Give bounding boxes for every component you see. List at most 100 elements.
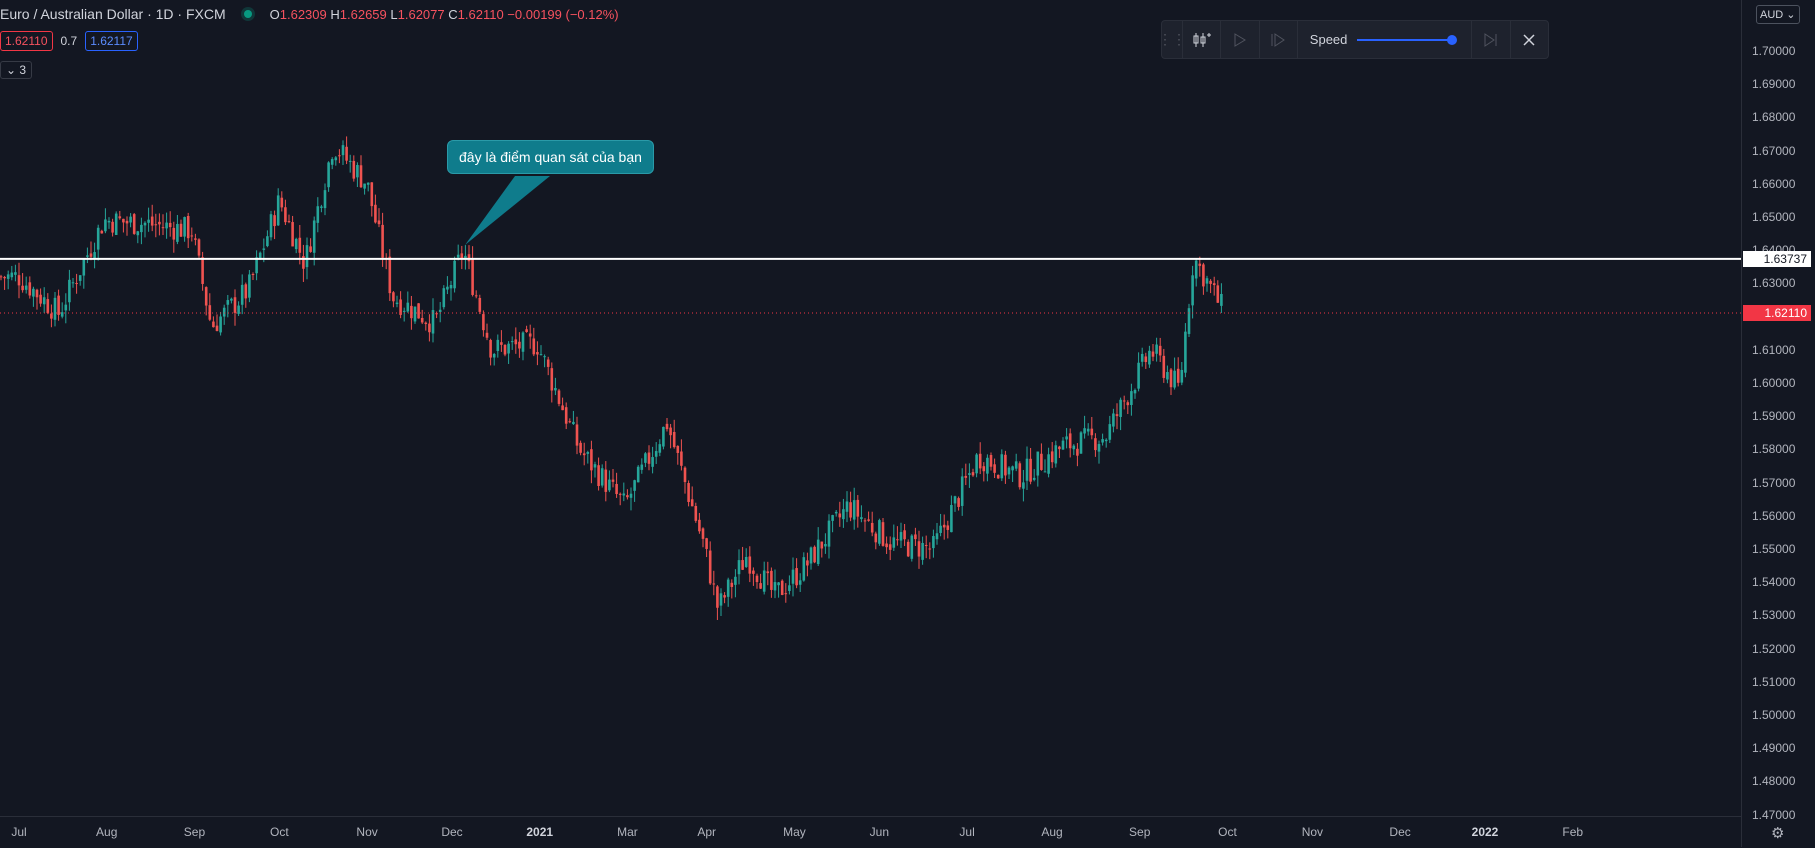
candle-body [1220,293,1223,306]
candle-body [1097,444,1101,452]
annotation-callout[interactable]: đây là điểm quan sát của bạn [447,140,654,174]
candle-body [680,451,683,466]
candle-body [676,445,680,453]
candle-body [104,219,107,232]
candle-body [1079,432,1083,454]
candle-body [1169,369,1173,388]
candle-body [1115,414,1119,417]
candle-body [471,259,474,295]
candle-body [654,451,658,457]
candle-body [982,466,986,472]
price-tick: 1.66000 [1752,176,1796,191]
candle-body [1018,463,1022,488]
candle-body [744,556,748,567]
jump-to-realtime-button[interactable] [1471,21,1511,58]
candle-body [640,464,644,470]
candle-body [64,304,68,311]
candle-body [132,214,136,234]
time-tick: Mar [617,825,638,839]
indicators-toggle[interactable]: ⌄ 3 [0,61,33,79]
close-value: 1.62110 [457,6,504,22]
candle-body [1058,446,1061,450]
price-tick: 1.63000 [1752,276,1796,291]
candle-body [788,585,791,591]
open-value: 1.62309 [279,6,327,22]
candle-body [845,501,849,512]
candle-body [698,519,701,532]
candle-body [737,560,741,575]
price-tick: 1.69000 [1752,77,1796,92]
candle-body [1011,466,1014,471]
candle-body [575,424,579,446]
candle-body [1162,355,1166,378]
candle-body [114,213,118,235]
candle-body [478,297,482,312]
play-button[interactable] [1221,21,1260,58]
drag-handle-icon[interactable]: ⋮⋮ [1158,21,1186,58]
candlestick-chart[interactable] [0,0,1741,816]
candle-body [935,533,939,540]
candle-body [165,222,168,229]
ask-price[interactable]: 1.62117 [85,31,138,51]
candle-body [896,539,899,541]
bid-price[interactable]: 1.62110 [0,31,53,51]
candle-body [539,354,543,356]
candle-body [248,274,251,298]
candle-body [1040,453,1043,470]
speed-slider-knob[interactable] [1447,34,1458,45]
candle-body [1216,285,1220,303]
candle-body [806,560,809,566]
gear-icon[interactable]: ⚙ [1771,825,1785,842]
candle-body [489,339,492,358]
select-bar-button[interactable] [1183,21,1222,58]
time-tick: May [783,825,806,839]
candle-body [521,332,525,352]
candle-body [1000,454,1004,479]
candle-body [518,341,521,349]
candle-body [338,155,341,157]
candle-body [780,580,784,595]
candle-body [892,537,896,548]
currency-selector[interactable]: AUD ⌄ [1756,5,1800,24]
price-axis[interactable]: 1.70000 1.69000 1.68000 1.67000 1.66000 1.650… [1741,0,1815,847]
close-replay-button[interactable] [1511,21,1548,58]
candle-body [496,339,500,351]
candle-body [932,536,935,549]
candle-body [1076,448,1079,456]
step-forward-button[interactable] [1260,21,1298,58]
candle-body [129,216,132,223]
candle-body [226,300,230,305]
callout-pointer [465,176,550,245]
speed-slider[interactable] [1357,34,1458,45]
candle-body [514,339,518,345]
candle-body [356,164,359,178]
candle-body [1184,331,1187,373]
candle-body [78,275,82,281]
candle-body [834,511,838,514]
candle-body [280,197,284,208]
candle-body [1047,454,1050,474]
candle-body [820,541,824,549]
candle-body [492,353,496,358]
candle-body [838,513,842,518]
close-label: C [448,6,458,22]
symbol-title[interactable]: Euro / Australian Dollar · 1D · FXCM [0,6,226,22]
candle-body [1025,458,1029,481]
candle-body [1137,362,1140,389]
candle-body [3,276,6,279]
candle-body [1176,368,1180,383]
currency-label: AUD [1760,9,1784,21]
candle-body [975,454,978,474]
candle-body [1043,471,1047,473]
candle-body [1054,445,1058,464]
candle-body [723,595,726,598]
candle-body [964,475,968,478]
candle-body [503,344,507,355]
candle-body [374,204,377,223]
time-axis[interactable]: Jul Aug Sep Oct Nov Dec 2021 Mar Apr May Jun Jul Aug… [0,816,1741,848]
candle-body [75,283,78,285]
candle-body [190,235,194,237]
candle-body [773,582,777,591]
price-tick: 1.52000 [1752,641,1796,656]
play-icon [1234,32,1246,47]
